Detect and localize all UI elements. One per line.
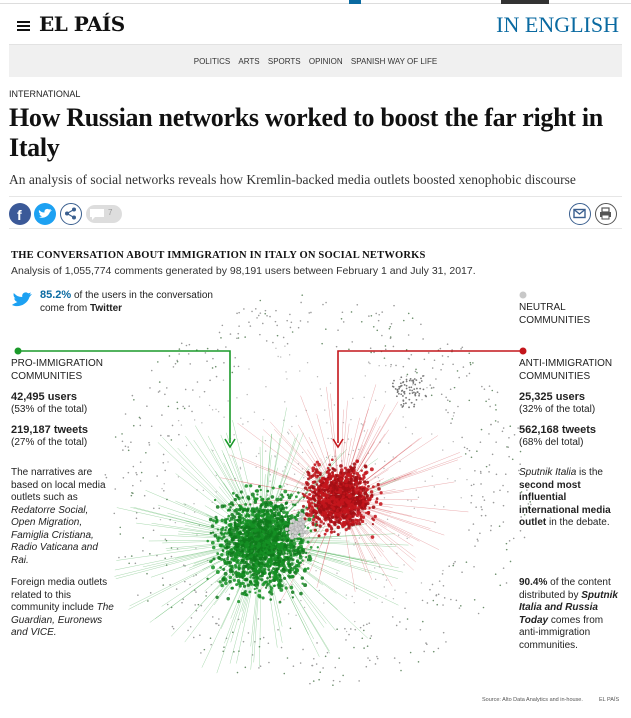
svg-text:f: f xyxy=(17,207,22,223)
share-icon[interactable] xyxy=(60,203,82,225)
network-graphic: 85.2% of the users in the conversation c… xyxy=(0,285,631,715)
source-note: Source: Alto Data Analytics and in-house… xyxy=(482,697,583,703)
anti-tweets-stat: 562,168 tweets (68% del total) xyxy=(519,424,597,448)
network-visualization xyxy=(14,291,532,687)
anti-immigration-label: ANTI-IMMIGRATION COMMUNITIES xyxy=(519,358,613,382)
mail-icon[interactable] xyxy=(569,203,591,225)
pro-immigration-label: PRO-IMMIGRATION COMMUNITIES xyxy=(11,358,104,382)
anti-users-stat: 25,325 users (32% of the total) xyxy=(519,391,596,415)
comments-icon[interactable]: 7 xyxy=(86,205,122,223)
content-share-note: 90.4% of the content distributed by Sput… xyxy=(519,577,618,651)
share-bar: f 7 xyxy=(9,196,622,229)
pro-narratives-note: The narratives are based on local media … xyxy=(11,467,106,566)
neutral-communities-label: NEUTRAL COMMUNITIES xyxy=(519,302,591,326)
edition-link[interactable]: IN ENGLISH xyxy=(496,12,619,37)
nav-item-spanish-way-of-life[interactable]: SPANISH WAY OF LIFE xyxy=(350,57,438,66)
menu-icon[interactable] xyxy=(17,21,30,31)
pro-users-stat: 42,495 users (53% of the total) xyxy=(11,391,88,415)
sputnik-influence-note: Sputnik Italia is the second most influe… xyxy=(519,467,611,528)
pro-foreign-media-note: Foreign media outlets related to this co… xyxy=(11,577,114,638)
pro-tweets-stat: 219,187 tweets (27% of the total) xyxy=(11,424,89,448)
comment-count: 7 xyxy=(108,208,113,217)
nav-item-arts[interactable]: ARTS xyxy=(238,57,260,66)
nav-item-sports[interactable]: SPORTS xyxy=(267,57,301,66)
twitter-bird-icon xyxy=(12,292,32,307)
graphic-credit: EL PAÍS xyxy=(599,697,620,703)
section-kicker[interactable]: INTERNATIONAL xyxy=(9,89,81,99)
site-logo[interactable]: EL PAÍS xyxy=(39,12,125,36)
graphic-title: THE CONVERSATION ABOUT IMMIGRATION IN IT… xyxy=(11,250,426,261)
graphic-subtitle: Analysis of 1,055,774 comments generated… xyxy=(11,265,476,277)
article-subtitle: An analysis of social networks reveals h… xyxy=(9,172,576,187)
article-title: How Russian networks worked to boost the… xyxy=(9,103,603,162)
top-strip xyxy=(0,0,631,5)
twitter-icon[interactable] xyxy=(34,203,56,225)
print-icon[interactable] xyxy=(595,203,617,225)
facebook-icon[interactable]: f xyxy=(9,203,31,225)
nav-item-politics[interactable]: POLITICS xyxy=(193,57,231,66)
site-header: EL PAÍS IN ENGLISH xyxy=(0,6,631,44)
twitter-share-note: 85.2% of the users in the conversation c… xyxy=(40,289,213,314)
nav-item-opinion[interactable]: OPINION xyxy=(308,57,343,66)
section-nav: POLITICS ARTS SPORTS OPINION SPANISH WAY… xyxy=(9,44,622,77)
